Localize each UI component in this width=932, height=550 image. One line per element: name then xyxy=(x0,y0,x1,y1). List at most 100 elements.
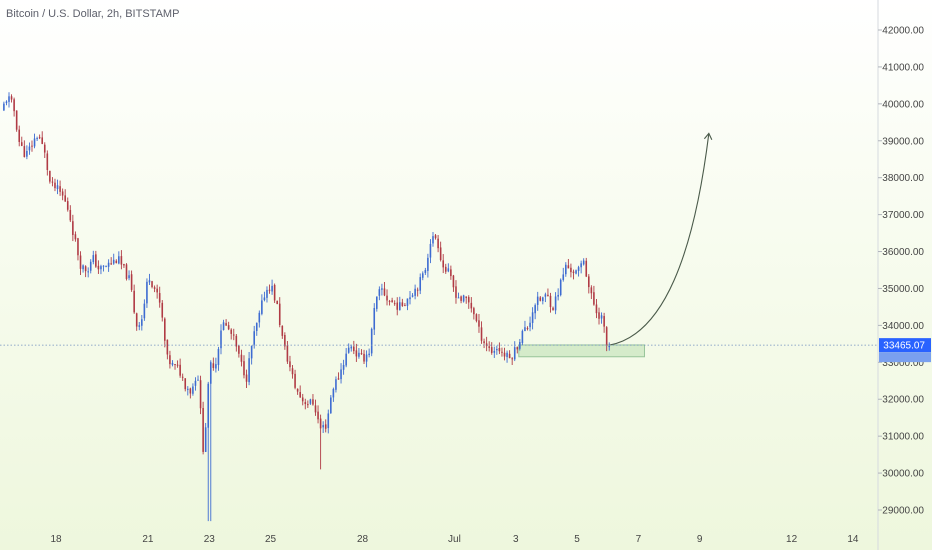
time-axis[interactable]: 18 21 23 25 28 Jul 3 5 7 9 12 14 xyxy=(50,534,858,545)
candle-body xyxy=(296,388,299,392)
y-tick-label: 31000.00 xyxy=(882,432,924,443)
candle-body xyxy=(526,328,529,330)
candle-body xyxy=(20,142,23,146)
x-tick-label: 7 xyxy=(636,534,642,545)
candle-body xyxy=(138,325,141,327)
candle-body xyxy=(102,265,105,267)
candle-body xyxy=(467,297,470,303)
y-tick-label: 37000.00 xyxy=(882,210,924,221)
candle-body xyxy=(95,254,97,267)
candle-body xyxy=(536,296,539,305)
candle-body xyxy=(534,305,536,314)
candle-body xyxy=(18,129,21,142)
candle-body xyxy=(215,364,217,369)
price-axis[interactable]: 42000.00 41000.00 40000.00 39000.00 38000.00… xyxy=(878,26,924,517)
candle-body xyxy=(580,263,582,268)
candle-body xyxy=(181,376,184,378)
candle-body xyxy=(424,270,427,273)
candle-body xyxy=(51,181,54,183)
candle-body xyxy=(232,334,235,336)
candle-body xyxy=(23,146,26,157)
candle-body xyxy=(202,408,204,452)
candle-body xyxy=(189,388,192,394)
candle-body xyxy=(204,427,207,452)
candle-body xyxy=(322,425,324,428)
candle-body xyxy=(112,259,115,264)
candle-body xyxy=(585,260,588,277)
x-tick-label: 5 xyxy=(574,534,580,545)
candle-body xyxy=(146,281,148,304)
candle-body xyxy=(462,295,465,302)
candle-body xyxy=(61,191,64,196)
candle-body xyxy=(330,397,332,414)
candle-body xyxy=(309,399,312,404)
last-price-badge xyxy=(879,338,931,353)
x-tick-label: 14 xyxy=(847,534,859,545)
candle-body xyxy=(513,347,516,360)
candle-body xyxy=(222,322,225,331)
candle-body xyxy=(381,288,383,290)
candle-body xyxy=(41,137,44,144)
candle-body xyxy=(105,266,107,268)
x-tick-label: 9 xyxy=(697,534,703,545)
candle-body xyxy=(197,379,199,381)
candle-body xyxy=(258,312,261,323)
candle-body xyxy=(110,263,112,265)
candle-body xyxy=(342,364,345,370)
candle-body xyxy=(212,363,215,368)
candle-body xyxy=(284,335,286,347)
candle-body xyxy=(141,319,143,326)
candle-body xyxy=(153,287,156,289)
candle-body xyxy=(10,96,13,100)
candle-body xyxy=(28,146,31,151)
candle-body xyxy=(519,342,521,349)
candle-body xyxy=(268,289,271,291)
candle-body xyxy=(301,397,304,402)
candle-body xyxy=(603,316,605,327)
candle-body xyxy=(312,399,314,405)
candle-body xyxy=(419,277,422,291)
candle-body xyxy=(595,304,598,314)
candle-body xyxy=(503,352,506,357)
x-tick-label: 28 xyxy=(357,534,369,545)
candle-body xyxy=(531,312,534,323)
candle-body xyxy=(465,296,467,299)
candle-body xyxy=(452,275,455,288)
y-tick-label: 36000.00 xyxy=(882,247,924,258)
candle-body xyxy=(194,380,197,386)
candle-body xyxy=(151,281,153,288)
candle-body xyxy=(529,322,531,328)
candle-body xyxy=(511,358,513,360)
candle-body xyxy=(567,265,570,269)
y-tick-label: 35000.00 xyxy=(882,284,924,295)
candle-body xyxy=(421,273,424,278)
candle-body xyxy=(130,274,133,290)
candle-body xyxy=(69,209,72,221)
candle-body xyxy=(186,388,189,390)
x-tick-label: 18 xyxy=(50,534,62,545)
candle-body xyxy=(332,388,335,398)
candle-body xyxy=(460,296,462,301)
candle-body xyxy=(562,274,565,280)
candle-body xyxy=(46,153,49,170)
candle-body xyxy=(427,257,429,271)
candle-body xyxy=(317,411,319,420)
candle-body xyxy=(565,264,567,275)
candle-body xyxy=(92,255,95,263)
last-price-label: 33465.07 xyxy=(883,341,925,352)
candle-body xyxy=(363,353,365,362)
candle-body xyxy=(118,256,120,264)
candle-body xyxy=(199,380,202,409)
candles-layer xyxy=(3,92,611,522)
candle-body xyxy=(496,349,498,351)
candle-body xyxy=(291,368,294,375)
candle-body xyxy=(169,355,171,365)
candle-body xyxy=(171,362,174,365)
candle-body xyxy=(225,323,227,326)
candle-body xyxy=(235,335,238,347)
candle-body xyxy=(358,352,360,357)
candle-body xyxy=(391,300,393,303)
candle-body xyxy=(493,350,496,353)
